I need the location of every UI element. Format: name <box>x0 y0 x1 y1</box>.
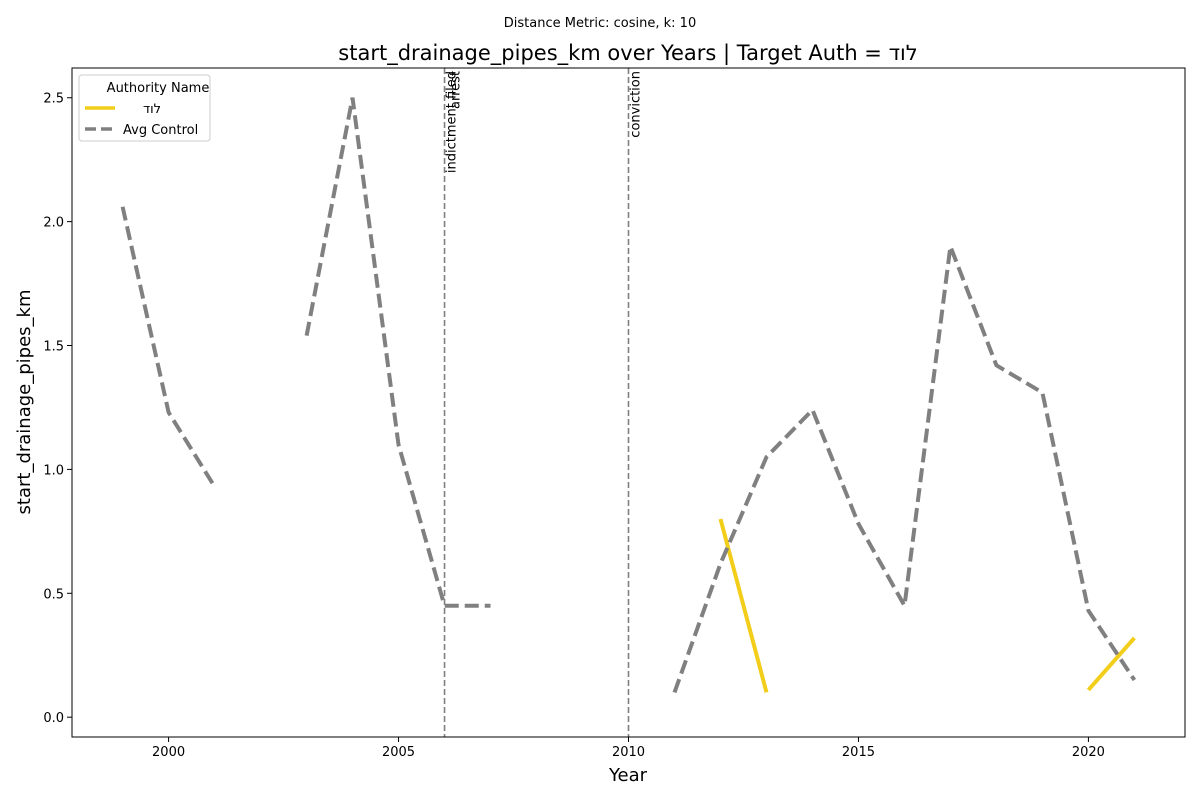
legend-label-avg-control: Avg Control <box>123 123 198 138</box>
series-lines <box>120 97 1137 694</box>
series-line-avg-control <box>304 97 491 608</box>
y-tick-label: 1.0 <box>43 463 64 478</box>
series-line-lod <box>718 518 769 693</box>
chart-legend: Authority Name לוד Avg Control <box>78 74 211 142</box>
x-axis-label: Year <box>608 765 648 786</box>
series-line-avg-control <box>672 245 1137 694</box>
x-tick-label: 2015 <box>842 745 875 760</box>
x-tick-label: 2010 <box>612 745 645 760</box>
event-label: indictment filed <box>445 71 460 173</box>
x-tick-label: 2000 <box>152 745 185 760</box>
y-tick-label: 2.5 <box>43 92 64 107</box>
event-label: arrest <box>449 71 464 109</box>
y-tick-label: 2.0 <box>43 216 64 231</box>
y-tick-label: 1.5 <box>43 340 64 355</box>
x-tick-label: 2020 <box>1072 745 1105 760</box>
y-axis: 0.0 0.5 1.0 1.5 2.0 2.5 <box>43 92 72 726</box>
series-line-avg-control <box>120 206 217 488</box>
legend-label-lod: לוד <box>143 102 161 117</box>
legend-box <box>78 74 211 142</box>
y-tick-label: 0.0 <box>43 711 64 726</box>
x-tick-label: 2005 <box>382 745 415 760</box>
legend-title: Authority Name <box>107 81 210 96</box>
x-axis: 2000 2005 2010 2015 2020 <box>152 737 1105 760</box>
series-line-lod <box>1086 636 1136 692</box>
event-label: conviction <box>629 71 644 138</box>
y-axis-label: start_drainage_pipes_km <box>14 290 35 515</box>
chart-title: start_drainage_pipes_km over Years | Tar… <box>338 41 917 66</box>
y-tick-label: 0.5 <box>43 587 64 602</box>
figure-suptitle: Distance Metric: cosine, k: 10 <box>504 16 696 31</box>
